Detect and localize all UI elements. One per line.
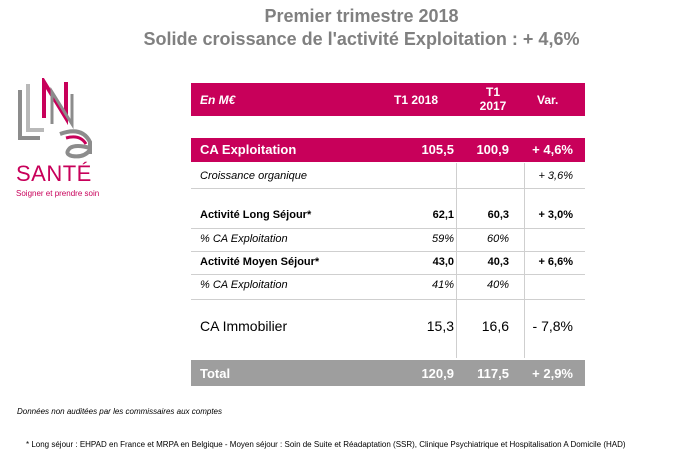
logo-tagline: Soigner et prendre soin	[16, 189, 100, 198]
table-row: Activité Long Séjour* 62,1 60,3 + 3,0%	[191, 209, 585, 225]
row-variation: - 7,8%	[532, 318, 573, 334]
row-value-2017: 100,9	[476, 142, 509, 157]
row-divider	[191, 251, 585, 252]
header-col-var: Var.	[537, 93, 559, 107]
row-label: CA Exploitation	[200, 142, 297, 157]
row-label: Activité Moyen Séjour*	[200, 256, 320, 268]
row-value-2018: 41%	[431, 279, 454, 291]
table-row: % CA Exploitation 59% 60%	[191, 233, 585, 249]
table-row: CA Immobilier 15,3 16,6 - 7,8%	[191, 318, 585, 338]
row-value-2018: 15,3	[426, 318, 454, 334]
row-value-2018: 105,5	[421, 142, 454, 157]
row-variation: + 3,0%	[538, 209, 573, 221]
header-col-t1-2017-line2: 2017	[479, 99, 507, 113]
row-divider	[191, 228, 585, 229]
logo-name: SANTÉ	[16, 161, 92, 186]
table-header: En M€ T1 2018 T1 2017 Var.	[191, 83, 585, 116]
row-value-2017: 40%	[486, 279, 509, 291]
row-value-2018: 120,9	[421, 366, 454, 381]
row-label: Croissance organique	[200, 170, 308, 182]
row-label: % CA Exploitation	[200, 233, 288, 245]
row-label: Total	[200, 366, 231, 381]
row-divider	[191, 188, 585, 189]
column-divider	[524, 163, 525, 358]
row-divider	[191, 274, 585, 275]
table-row: % CA Exploitation 41% 40%	[191, 279, 585, 295]
row-variation: + 6,6%	[538, 256, 573, 268]
page-subtitle: Solide croissance de l'activité Exploita…	[143, 29, 580, 49]
row-variation: + 2,9%	[532, 366, 573, 381]
header-unit: En M€	[200, 93, 236, 107]
row-value-2018: 59%	[431, 233, 454, 245]
page-title: Premier trimestre 2018	[264, 6, 459, 26]
footnote-definition: * Long séjour : EHPAD en France et MRPA …	[26, 440, 626, 449]
row-label: CA Immobilier	[200, 318, 288, 334]
row-label: % CA Exploitation	[200, 279, 288, 291]
row-value-2018: 43,0	[432, 256, 454, 268]
row-variation: + 4,6%	[532, 142, 573, 157]
row-value-2017: 60%	[486, 233, 509, 245]
table-row: Croissance organique + 3,6%	[191, 170, 585, 186]
table-row: CA Exploitation 105,5 100,9 + 4,6%	[191, 138, 585, 162]
row-label: Activité Long Séjour*	[200, 209, 312, 221]
footnote-audit: Données non auditées par les commissaire…	[17, 407, 222, 416]
header-col-t1-2017: T1 2017	[478, 85, 508, 113]
row-variation: + 3,6%	[538, 170, 573, 182]
row-value-2017: 16,6	[481, 318, 509, 334]
column-divider	[456, 163, 457, 358]
row-value-2017: 40,3	[487, 256, 509, 268]
row-value-2017: 117,5	[477, 366, 509, 381]
row-value-2017: 60,3	[487, 209, 509, 221]
table-row: Activité Moyen Séjour* 43,0 40,3 + 6,6%	[191, 256, 585, 272]
header-col-t1-2018: T1 2018	[394, 93, 439, 107]
row-value-2018: 62,1	[432, 209, 454, 221]
table-total-row: Total 120,9 117,5 + 2,9%	[191, 360, 585, 386]
row-divider	[191, 299, 585, 300]
header-col-t1-2017-line1: T1	[485, 85, 500, 99]
lna-logo-icon	[18, 78, 92, 159]
